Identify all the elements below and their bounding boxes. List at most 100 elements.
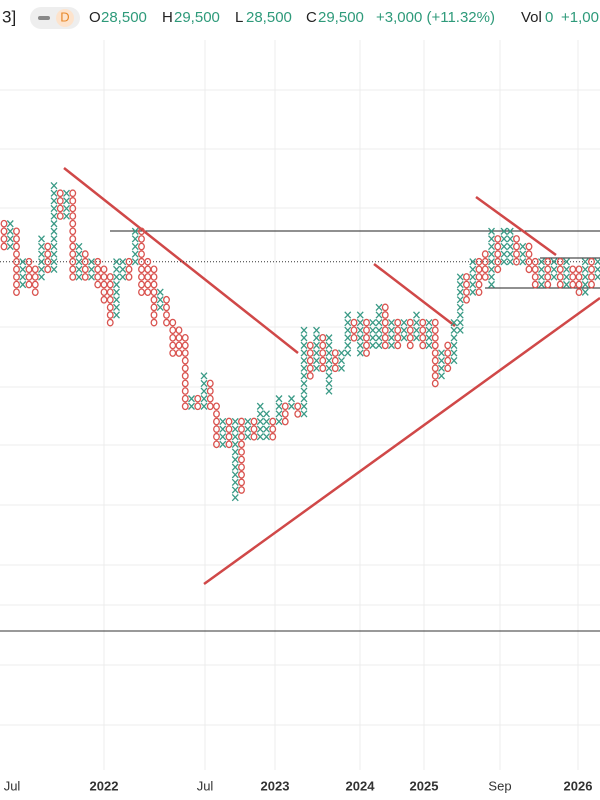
o-box	[431, 372, 439, 380]
o-box	[250, 425, 258, 433]
vol-label: Vol	[521, 9, 542, 26]
o-box	[56, 212, 64, 220]
x-tick-label: Jul	[197, 778, 214, 793]
o-box	[0, 219, 8, 228]
o-box	[431, 333, 439, 342]
o-box	[163, 295, 170, 304]
o-box	[169, 349, 177, 357]
x-box	[113, 273, 120, 281]
x-box	[38, 235, 45, 243]
x-tick-label: 2023	[261, 778, 290, 793]
o-box	[363, 341, 370, 350]
o-box	[125, 273, 133, 281]
o-box	[138, 265, 145, 274]
x-box	[300, 402, 308, 410]
o-box	[69, 257, 77, 266]
o-box	[319, 349, 327, 357]
o-box	[81, 273, 89, 281]
o-box	[69, 219, 77, 228]
x-column	[113, 258, 120, 319]
o-box	[294, 410, 302, 418]
o-box	[181, 364, 189, 373]
x-column	[375, 303, 383, 350]
x-box	[19, 258, 27, 266]
x-box	[450, 349, 458, 357]
x-box	[375, 326, 383, 334]
o-box	[163, 318, 170, 327]
o-box	[94, 265, 102, 274]
x-box	[344, 326, 352, 334]
x-column	[219, 417, 227, 448]
x-box	[500, 250, 508, 258]
o-box	[44, 257, 52, 266]
o-box	[575, 265, 583, 274]
o-box	[513, 250, 520, 258]
x-box	[88, 258, 95, 266]
o-box	[181, 333, 189, 342]
o-column	[25, 257, 33, 289]
x-box	[50, 227, 58, 235]
x-column	[231, 417, 239, 502]
x-column	[88, 258, 95, 281]
x-box	[200, 395, 208, 403]
x-box	[200, 387, 208, 395]
o-box	[106, 295, 114, 304]
x-box	[344, 318, 352, 327]
o-box	[175, 326, 183, 335]
x-column	[438, 349, 445, 380]
x-box	[375, 311, 383, 319]
x-box	[506, 242, 514, 251]
o-box	[394, 341, 402, 350]
o-box	[463, 295, 470, 304]
x-box	[219, 440, 227, 448]
x-box	[38, 273, 45, 281]
x-column	[275, 395, 283, 426]
x-box	[50, 258, 58, 266]
o-box	[138, 235, 145, 243]
o-box	[225, 417, 233, 426]
o-box	[238, 417, 245, 426]
open-label: O	[89, 9, 101, 26]
o-box	[194, 402, 202, 411]
o-box	[269, 417, 277, 426]
x-box	[231, 433, 239, 441]
o-box	[206, 394, 214, 403]
x-box	[450, 341, 458, 350]
o-box	[419, 333, 427, 342]
x-box	[256, 425, 264, 433]
o-box	[31, 280, 39, 289]
o-box	[144, 280, 152, 289]
o-box	[569, 280, 577, 289]
x-column	[469, 258, 477, 296]
o-box	[556, 265, 564, 274]
x-box	[375, 334, 383, 342]
x-box	[563, 280, 570, 289]
o-column	[150, 265, 158, 327]
x-box	[500, 258, 508, 266]
o-box	[481, 250, 489, 258]
x-tick-label: 2022	[90, 778, 119, 793]
o-box	[381, 326, 389, 335]
o-box	[281, 417, 289, 426]
o-box	[150, 295, 158, 304]
o-box	[588, 265, 595, 274]
x-box	[19, 265, 27, 273]
x-box	[38, 265, 45, 273]
o-box	[513, 235, 520, 243]
x-box	[188, 395, 195, 403]
x-column	[200, 372, 208, 410]
o-box	[44, 242, 52, 251]
x-box	[488, 227, 495, 235]
x-box	[425, 326, 433, 334]
o-column	[175, 326, 183, 357]
x-box	[594, 273, 600, 281]
x-box	[219, 425, 227, 433]
o-box	[531, 257, 539, 266]
o-box	[44, 265, 52, 274]
o-box	[181, 341, 189, 350]
corner: 3]	[2, 7, 16, 26]
x-box	[506, 235, 514, 243]
o-box	[531, 273, 539, 281]
o-box	[306, 364, 314, 373]
